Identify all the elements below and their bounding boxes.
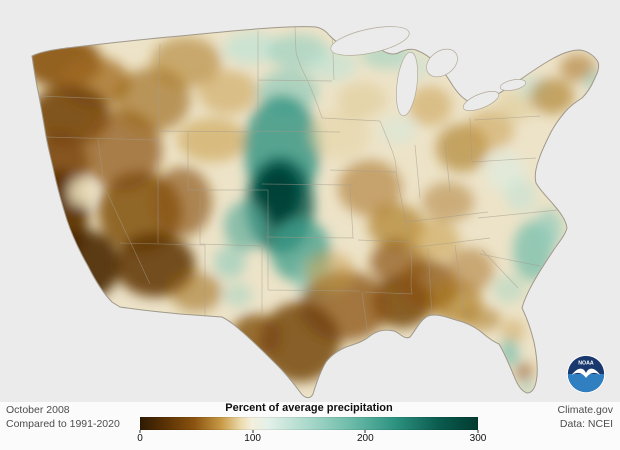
legend-tick-label: 300 <box>469 433 487 444</box>
legend-tick-mark <box>139 430 141 433</box>
map-area <box>0 0 620 402</box>
precip-anomaly-blob <box>151 37 221 87</box>
period-label: October 2008 <box>6 404 70 416</box>
noaa-logo-seagull <box>571 368 601 378</box>
lake-superior <box>330 26 410 56</box>
map-date-block: October 2008 Compared to 1991-2020 <box>6 404 120 431</box>
precip-anomaly-blob <box>493 275 525 303</box>
precip-anomaly-blob <box>515 362 533 382</box>
precip-anomaly-blob <box>404 220 460 260</box>
precip-anomaly-blob <box>337 82 387 118</box>
precip-anomaly-blob <box>307 49 357 81</box>
precip-anomaly-blob <box>224 201 268 251</box>
data-source-label: Data: NCEI <box>559 417 613 430</box>
precip-anomaly-blob <box>446 248 494 292</box>
legend-tick-mark <box>477 430 479 433</box>
precip-anomaly-blob <box>408 86 452 126</box>
precip-anomaly-blob <box>68 178 92 206</box>
precip-anomaly-blob <box>505 180 537 212</box>
legend-ticks: 0 100 200 300 <box>137 430 486 446</box>
precip-anomaly-blob <box>224 32 280 64</box>
lake-ontario <box>499 79 527 91</box>
legend: Percent of average precipitation 0 100 200… <box>137 402 486 446</box>
baseline-label: Compared to 1991-2020 <box>6 417 120 430</box>
noaa-logo-sea <box>567 374 605 393</box>
noaa-logo-icon: NOAA <box>566 354 606 394</box>
legend-tick-mark <box>252 430 254 433</box>
legend-tick-mark <box>364 430 366 433</box>
noaa-logo-text: NOAA <box>578 360 594 366</box>
great-lakes <box>330 26 527 117</box>
state-borders <box>38 26 559 337</box>
us-border-outline <box>31 26 600 399</box>
precip-anomaly-blob <box>177 118 247 162</box>
precip-anomaly-blob <box>530 78 574 114</box>
precip-anomaly-blob <box>256 166 300 226</box>
precip-anomaly-blob <box>501 319 525 343</box>
precip-anomaly-blob <box>422 182 474 222</box>
precip-anomaly-blob <box>310 110 370 160</box>
precip-anomaly-blob <box>380 116 416 144</box>
precip-anomaly-blob <box>152 167 212 237</box>
legend-tick-label: 100 <box>244 433 261 444</box>
attribution-block: Climate.gov Data: NCEI <box>558 404 613 431</box>
legend-gradient-bar <box>140 417 478 430</box>
lake-erie <box>462 91 500 111</box>
precip-anomaly-blob <box>170 272 222 312</box>
precip-anomaly-blob <box>198 70 258 114</box>
lake-huron <box>426 48 458 78</box>
precip-anomaly-blob <box>535 209 563 249</box>
lake-michigan <box>395 51 419 117</box>
us-precipitation-map <box>0 0 620 402</box>
precip-anomaly-blob <box>338 160 402 216</box>
legend-tick-label: 200 <box>357 433 374 444</box>
precip-anomaly-blob <box>260 302 340 382</box>
precip-anomaly-blob <box>305 252 355 292</box>
legend-title: Percent of average precipitation <box>225 402 393 414</box>
legend-tick-label: 0 <box>137 433 143 444</box>
precip-anomaly-blob <box>214 246 246 278</box>
site-label: Climate.gov <box>557 404 613 416</box>
precip-anomaly-blob <box>224 283 252 307</box>
